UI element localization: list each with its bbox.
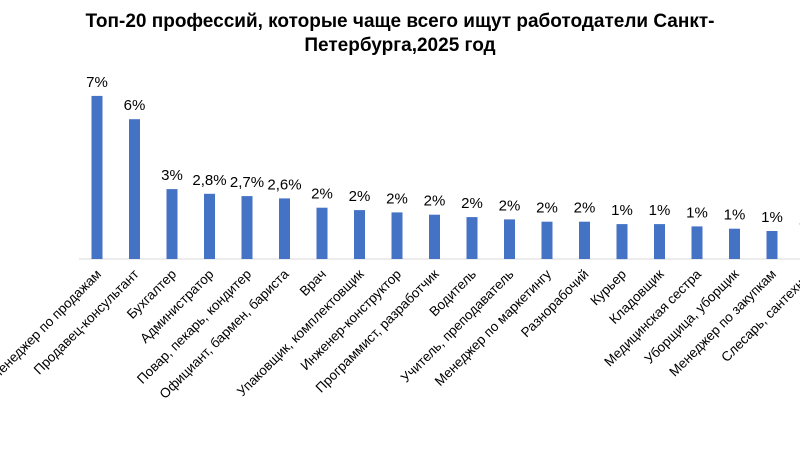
data-label-17: 1% xyxy=(686,204,708,221)
data-label-18: 1% xyxy=(724,207,746,224)
bar-5 xyxy=(241,196,253,259)
chart-title: Топ-20 профессий, которые чаще всего ищу… xyxy=(0,10,800,58)
data-labels-layer: 7% 6% 3% 2,8% 2,7% 2,6% 2% 2% 2% 2% 2% 2% 2% 2% 1% 1% 1%… xyxy=(86,74,800,228)
category-label-7: Врач xyxy=(297,267,329,299)
bar-11 xyxy=(466,217,478,259)
bar-2 xyxy=(129,119,140,259)
data-label-1: 7% xyxy=(86,74,108,91)
data-label-16: 1% xyxy=(649,202,671,219)
bar-1 xyxy=(91,95,103,260)
data-label-10: 2% xyxy=(424,193,446,210)
category-label-14: Разнорабочий xyxy=(518,267,592,341)
data-label-20: 1% xyxy=(799,211,800,228)
data-label-11: 2% xyxy=(461,195,483,212)
bar-9 xyxy=(391,212,403,259)
bar-16 xyxy=(654,224,665,260)
data-label-14: 2% xyxy=(574,200,596,217)
bar-15 xyxy=(616,224,628,260)
data-label-13: 2% xyxy=(536,200,558,217)
bar-3 xyxy=(166,189,178,259)
bars-layer xyxy=(91,95,778,260)
data-label-19: 1% xyxy=(761,209,783,226)
data-label-4: 2,8% xyxy=(192,172,226,189)
bar-12 xyxy=(504,219,515,259)
data-label-2: 6% xyxy=(124,97,146,114)
bar-7 xyxy=(316,207,328,259)
bar-19 xyxy=(766,231,778,259)
bar-13 xyxy=(541,221,553,259)
bar-4 xyxy=(204,193,215,259)
data-label-5: 2,7% xyxy=(230,174,264,191)
data-label-9: 2% xyxy=(386,190,408,207)
data-label-12: 2% xyxy=(499,197,521,214)
bar-10 xyxy=(429,214,440,259)
bar-14 xyxy=(579,221,590,259)
bar-17 xyxy=(691,226,703,259)
data-label-15: 1% xyxy=(611,202,633,219)
data-label-6: 2,6% xyxy=(267,176,301,193)
bar-6 xyxy=(279,198,290,259)
data-label-3: 3% xyxy=(161,167,183,184)
data-label-8: 2% xyxy=(349,188,371,205)
data-label-7: 2% xyxy=(311,186,333,203)
bar-8 xyxy=(354,210,365,259)
chart-title-line-2: Петербурга,2025 год xyxy=(304,35,496,56)
chart-title-line-1: Топ-20 профессий, которые чаще всего ищу… xyxy=(85,11,715,32)
bar-18 xyxy=(729,228,740,259)
category-labels-layer: Менеджер по продажамПродавец-консультант… xyxy=(0,266,800,401)
